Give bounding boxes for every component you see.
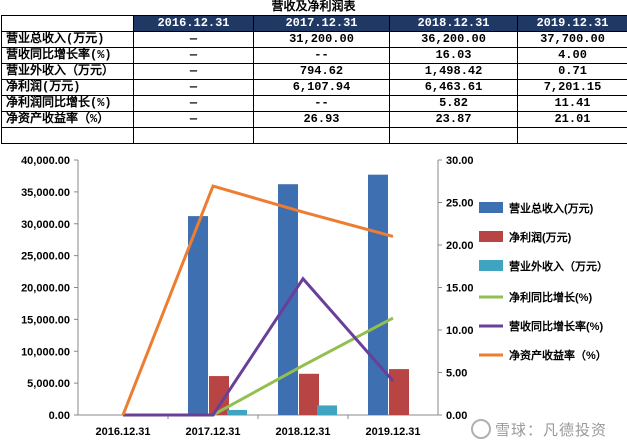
table-cell: — xyxy=(133,47,254,64)
left-tick-label: 35,000.00 xyxy=(21,187,70,199)
legend-swatch xyxy=(479,202,503,213)
roe-line xyxy=(121,184,394,416)
watermark-text: 雪球：凡德投资 xyxy=(494,421,607,439)
legend-label: 净利同比增长(%) xyxy=(509,290,592,304)
row-label: 净利润(万元) xyxy=(1,79,134,96)
bar-net-profit xyxy=(389,369,409,415)
left-tick-label: 25,000.00 xyxy=(21,251,70,263)
x-tick-label: 2018.12.31 xyxy=(275,426,330,438)
table-cell: -- xyxy=(253,47,390,64)
right-tick-label: 15.00 xyxy=(446,283,474,295)
snowball-logo-icon xyxy=(470,419,491,439)
legend-swatch xyxy=(479,260,503,271)
x-tick-label: 2016.12.31 xyxy=(95,426,150,438)
table-cell: — xyxy=(133,95,254,112)
legend-label: 净资产收益率（%） xyxy=(509,348,607,362)
table-cell: 36,200.00 xyxy=(389,31,518,48)
table-cell: -- xyxy=(253,95,390,112)
table-cell: 5.82 xyxy=(389,95,518,112)
bar-revenue xyxy=(188,216,208,415)
table-cell: 6,463.61 xyxy=(389,79,518,96)
table-row: 营业外收入（万元） — 794.62 1,498.42 0.71 xyxy=(1,63,627,80)
legend-label: 净利润(万元) xyxy=(509,230,572,244)
right-tick-label: 5.00 xyxy=(446,368,467,380)
table-row: 营业总收入(万元) — 31,200.00 36,200.00 37,700.0… xyxy=(1,31,627,48)
bar-net-profit xyxy=(209,376,229,415)
table-header-cell: 2016.12.31 xyxy=(133,15,254,32)
left-tick-label: 15,000.00 xyxy=(21,314,70,326)
legend-label: 营业外收入（万元） xyxy=(509,259,608,273)
table-cell: 16.03 xyxy=(389,47,518,64)
table-cell: — xyxy=(133,111,254,128)
legend-swatch xyxy=(479,231,503,242)
table-cell: 21.01 xyxy=(517,111,627,128)
right-tick-label: 10.00 xyxy=(446,325,474,337)
table-row: 净利润同比增长(%) — -- 5.82 11.41 xyxy=(1,95,627,112)
combo-chart: 0.00 5,000.00 10,000.00 15,000.00 20,000.00 2… xyxy=(21,155,608,438)
table-cell: 31,200.00 xyxy=(253,31,390,48)
legend-label: 营业总收入(万元) xyxy=(509,201,594,215)
left-tick-label: 20,000.00 xyxy=(21,283,70,295)
financial-table: 2016.12.31 2017.12.31 2018.12.31 2019.12… xyxy=(1,15,627,144)
x-tick-label: 2017.12.31 xyxy=(185,426,240,438)
table-cell: 11.41 xyxy=(517,95,627,112)
row-label: 营收同比增长率(%) xyxy=(1,47,134,64)
x-tick-label: 2019.12.31 xyxy=(365,426,420,438)
row-label: 净利润同比增长(%) xyxy=(1,95,134,112)
table-cell: 23.87 xyxy=(389,111,518,128)
table-header-cell: 2017.12.31 xyxy=(253,15,390,32)
table-cell: 4.00 xyxy=(517,47,627,64)
right-tick-label: 0.00 xyxy=(446,410,467,422)
table-cell: 7,201.15 xyxy=(517,79,627,96)
watermark: 雪球：凡德投资 xyxy=(470,419,607,440)
bar-net-profit xyxy=(299,373,319,415)
bar-revenue xyxy=(368,174,388,415)
row-label: 净资产收益率（%） xyxy=(1,111,134,128)
left-tick-label: 0.00 xyxy=(49,410,70,422)
table-header-corner xyxy=(1,15,134,32)
row-label xyxy=(1,127,134,144)
left-tick-label: 40,000.00 xyxy=(21,155,70,167)
table-cell: 1,498.42 xyxy=(389,63,518,80)
bar-non-operating-income xyxy=(317,405,337,415)
table-cell: 6,107.94 xyxy=(253,79,390,96)
table-cell: 37,700.00 xyxy=(517,31,627,48)
right-tick-label: 30.00 xyxy=(446,155,474,167)
net-profit-growth-line xyxy=(123,316,394,417)
table-row: 营收同比增长率(%) — -- 16.03 4.00 xyxy=(1,47,627,64)
table-cell: — xyxy=(133,79,254,96)
table-row-empty xyxy=(1,127,627,144)
legend-label: 营收同比增长率(%) xyxy=(509,319,603,333)
left-tick-label: 5,000.00 xyxy=(27,378,70,390)
table-header-cell: 2018.12.31 xyxy=(389,15,518,32)
page-title: 营收及净利润表 xyxy=(271,0,356,13)
table-row: 净资产收益率（%） — 26.93 23.87 21.01 xyxy=(1,111,627,128)
right-tick-label: 25.00 xyxy=(446,198,474,210)
table-cell: — xyxy=(133,31,254,48)
table-row: 净利润(万元) — 6,107.94 6,463.61 7,201.15 xyxy=(1,79,627,96)
table-cell: 0.71 xyxy=(517,63,627,80)
bar-non-operating-income xyxy=(227,409,247,415)
right-tick-label: 20.00 xyxy=(446,240,474,252)
revenue-growth-line xyxy=(123,276,395,417)
left-tick-label: 10,000.00 xyxy=(21,346,70,358)
table-header-row: 2016.12.31 2017.12.31 2018.12.31 2019.12… xyxy=(1,15,627,32)
row-label: 营业外收入（万元） xyxy=(1,63,134,80)
left-tick-label: 30,000.00 xyxy=(21,219,70,231)
table-header-cell: 2019.12.31 xyxy=(517,15,627,32)
table-cell: 794.62 xyxy=(253,63,390,80)
row-label: 营业总收入(万元) xyxy=(1,31,134,48)
table-cell: 26.93 xyxy=(253,111,390,128)
table-cell: — xyxy=(133,63,254,80)
